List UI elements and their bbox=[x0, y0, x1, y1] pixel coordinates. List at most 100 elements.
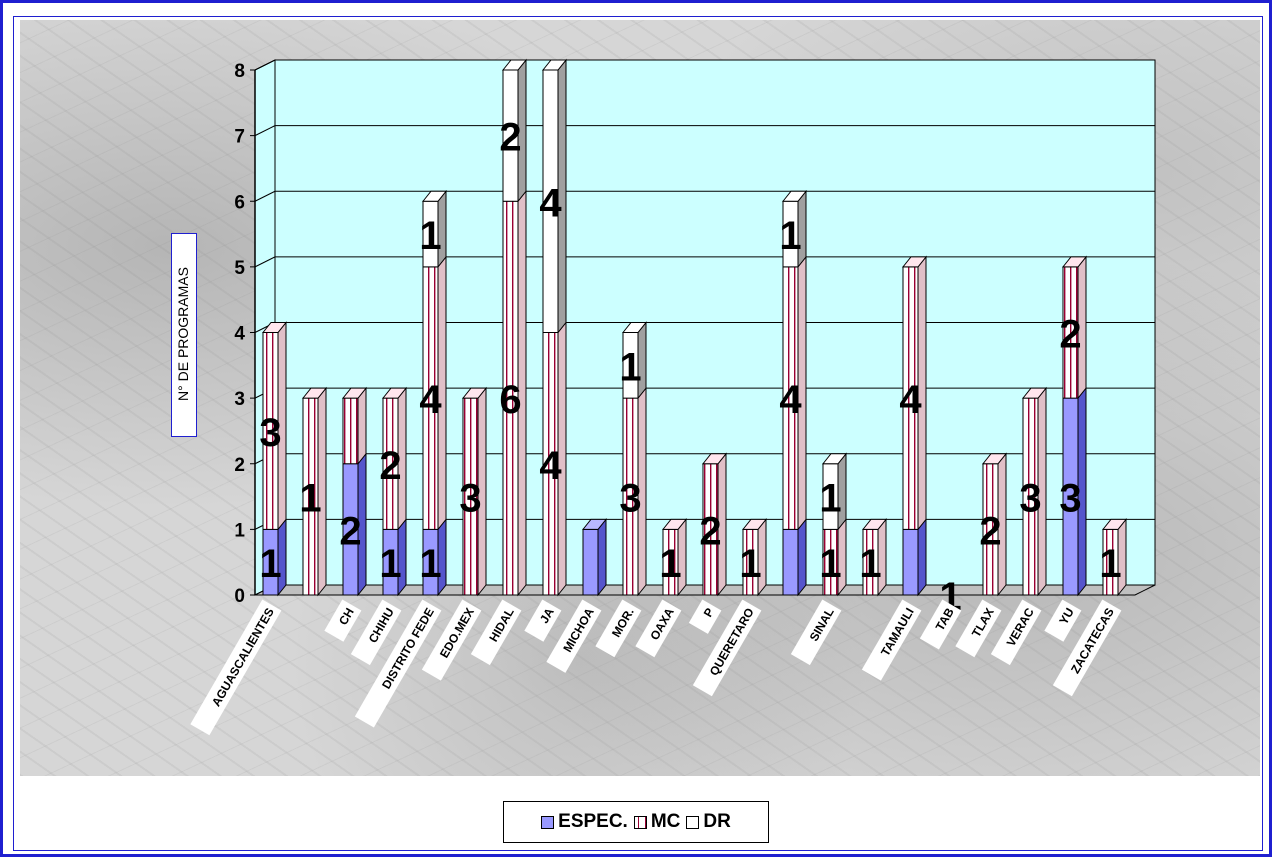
y-tick-label: 0 bbox=[234, 586, 245, 607]
category-label-bg bbox=[790, 599, 842, 666]
data-label: 3 bbox=[1019, 477, 1041, 521]
category-label-group: TAMAULI bbox=[861, 599, 922, 681]
data-label: 2 bbox=[499, 116, 521, 160]
bar-side bbox=[597, 517, 607, 597]
y-axis-label-box bbox=[171, 233, 197, 437]
category-label-bg bbox=[524, 599, 562, 642]
y-tick-label: 4 bbox=[234, 324, 245, 345]
data-label: 3 bbox=[259, 411, 281, 455]
y-axis: 0 1 2 3 4 5 6 7 8 bbox=[234, 61, 256, 607]
data-label: 1 bbox=[859, 542, 881, 586]
category-label-bg bbox=[635, 599, 682, 658]
mc-swatch bbox=[633, 815, 647, 829]
data-label: 2 bbox=[379, 444, 401, 488]
category-label-bg bbox=[1044, 599, 1082, 642]
category-label-bg bbox=[688, 599, 722, 634]
data-label: 1 bbox=[1099, 542, 1121, 586]
bar-top bbox=[821, 453, 848, 465]
data-label: 1 bbox=[779, 214, 801, 258]
bar-side bbox=[357, 386, 367, 466]
bar-side bbox=[917, 517, 927, 597]
category-label: JA bbox=[537, 605, 557, 626]
legend-label: ESPEC. bbox=[558, 811, 628, 832]
y-axis-label: N° DE PROGRAMAS bbox=[175, 267, 191, 401]
category-label-bg bbox=[470, 599, 522, 666]
data-label: 1 bbox=[659, 542, 681, 586]
bar-top bbox=[301, 387, 328, 399]
bar-top bbox=[981, 453, 1008, 465]
bar-top bbox=[901, 256, 928, 268]
y-tick-label: 7 bbox=[234, 127, 245, 148]
gridline bbox=[254, 125, 276, 137]
bar-top bbox=[541, 59, 568, 71]
category-label-bg bbox=[1052, 599, 1122, 697]
data-label: 4 bbox=[419, 378, 442, 422]
dr-swatch bbox=[686, 815, 700, 829]
category-label-group: AGUASCALIENTES bbox=[190, 599, 282, 736]
category-label-bg bbox=[595, 599, 642, 658]
bar-top bbox=[381, 387, 408, 399]
bar-top bbox=[501, 59, 528, 71]
data-label: 4 bbox=[899, 378, 922, 422]
legend-label: MC bbox=[650, 811, 681, 832]
gridline bbox=[254, 190, 276, 202]
category-label-bg bbox=[190, 599, 282, 736]
category-label-bg bbox=[546, 599, 602, 673]
bar-top bbox=[741, 518, 768, 530]
legend-item-mc: MC bbox=[633, 811, 681, 833]
category-label-bg bbox=[919, 599, 962, 650]
bars bbox=[261, 58, 1128, 597]
category-label-group: MOR. bbox=[595, 599, 642, 658]
data-label: 1 bbox=[819, 477, 841, 521]
bar-top bbox=[661, 518, 688, 530]
gridline bbox=[254, 256, 276, 268]
category-label-bg bbox=[861, 599, 922, 681]
legend: ESPEC. MC DR bbox=[503, 801, 769, 843]
data-label: 1 bbox=[619, 345, 641, 389]
bar-side bbox=[797, 517, 807, 597]
category-label-group: SINAL bbox=[790, 599, 842, 666]
bar-top bbox=[701, 453, 728, 465]
y-tick-label: 6 bbox=[234, 192, 245, 213]
data-label: 1 bbox=[819, 542, 841, 586]
category-label-bg bbox=[421, 599, 482, 681]
category-label-group: TLAX bbox=[955, 599, 1002, 658]
data-label: 3 bbox=[459, 477, 481, 521]
bar-top bbox=[781, 190, 808, 202]
category-label-group: TAB bbox=[919, 599, 962, 650]
bar-segment bbox=[582, 528, 599, 596]
bar-top bbox=[1101, 518, 1128, 530]
bar-top bbox=[1061, 256, 1088, 268]
legend-item-dr: DR bbox=[686, 811, 731, 833]
legend-item-espec: ESPEC. bbox=[541, 811, 628, 833]
bar-top bbox=[341, 387, 368, 399]
category-label-group: CH bbox=[324, 599, 362, 642]
data-label: 1 bbox=[419, 214, 441, 258]
category-label: AGUASCALIENTES bbox=[209, 606, 277, 709]
data-label: 4 bbox=[779, 378, 802, 422]
bar-top bbox=[461, 387, 488, 399]
y-tick-label: 3 bbox=[234, 389, 245, 410]
legend-label: DR bbox=[703, 811, 731, 832]
data-label: 6 bbox=[499, 378, 521, 422]
data-label: 1 bbox=[259, 542, 281, 586]
data-label: 2 bbox=[339, 509, 361, 553]
category-label-bg bbox=[324, 599, 362, 642]
bar-segment bbox=[902, 528, 919, 596]
data-label: 2 bbox=[979, 509, 1001, 553]
bar-segment bbox=[342, 397, 359, 465]
data-label: 4 bbox=[539, 444, 562, 488]
gridline bbox=[254, 59, 276, 71]
category-label-group: YU bbox=[1044, 599, 1082, 642]
category-label-bg bbox=[692, 599, 762, 697]
category-label-bg bbox=[350, 599, 402, 666]
bar-segment bbox=[782, 528, 799, 596]
bar-top bbox=[1021, 387, 1048, 399]
bar-top bbox=[621, 322, 648, 333]
bar-top bbox=[421, 190, 448, 202]
category-label-bg bbox=[955, 599, 1002, 658]
data-label: 1 bbox=[739, 542, 761, 586]
